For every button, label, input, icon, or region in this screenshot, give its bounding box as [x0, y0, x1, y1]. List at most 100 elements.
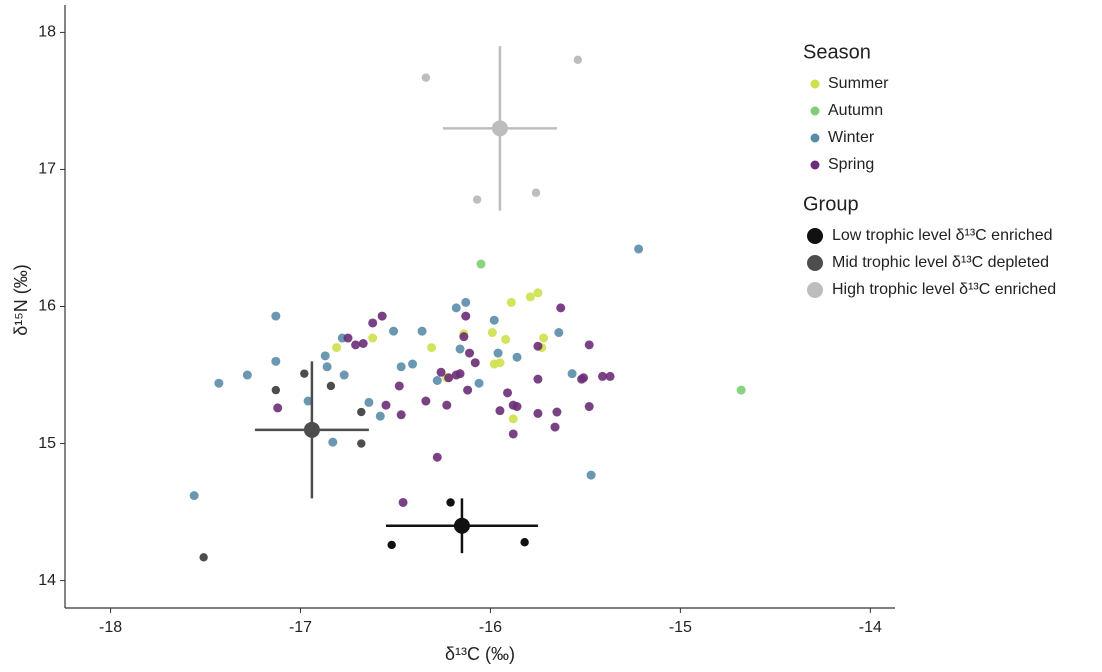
y-tick-label: 15 — [38, 435, 56, 452]
point — [470, 358, 480, 368]
point — [552, 407, 562, 417]
point — [554, 328, 564, 338]
point — [442, 400, 452, 410]
point — [303, 396, 313, 406]
point — [634, 244, 644, 254]
x-tick-label: -14 — [859, 619, 882, 636]
group-point — [271, 385, 281, 395]
point — [512, 402, 522, 412]
point — [465, 348, 475, 358]
group-point — [357, 439, 366, 448]
point — [584, 402, 594, 412]
point — [451, 303, 461, 313]
point — [377, 311, 387, 321]
group-point — [387, 540, 396, 550]
point — [455, 369, 465, 379]
legend-label: Summer — [828, 75, 889, 92]
legend-marker — [810, 106, 820, 116]
point — [381, 400, 391, 410]
point — [459, 332, 469, 342]
point — [375, 411, 385, 421]
point — [495, 406, 505, 416]
point — [487, 328, 497, 338]
point — [351, 340, 361, 350]
point — [556, 303, 566, 313]
point — [508, 414, 518, 424]
point — [598, 371, 608, 381]
legend-label: Spring — [828, 156, 874, 173]
y-tick-label: 17 — [38, 161, 56, 178]
point — [271, 356, 281, 366]
legend-marker — [807, 282, 823, 298]
point — [328, 437, 338, 447]
group-point — [472, 195, 482, 204]
point — [586, 470, 596, 480]
legend-label: Mid trophic level δ¹³C depleted — [832, 254, 1049, 271]
point — [503, 388, 513, 398]
point — [506, 297, 516, 307]
point — [432, 376, 442, 386]
point — [461, 311, 471, 321]
point — [736, 385, 746, 395]
point — [427, 343, 437, 353]
x-axis-title: δ¹³C (‰) — [445, 644, 515, 664]
legend-label: Autumn — [828, 102, 883, 119]
legend-marker — [807, 228, 823, 244]
point — [489, 315, 499, 325]
y-axis-title: δ¹⁵N (‰) — [11, 264, 31, 335]
y-tick-label: 18 — [38, 24, 56, 41]
point — [421, 396, 431, 406]
point — [474, 378, 484, 388]
point — [605, 371, 615, 381]
x-tick-label: -17 — [289, 619, 312, 636]
legend-marker — [810, 79, 820, 89]
point — [533, 288, 543, 298]
point — [525, 292, 535, 302]
point — [189, 491, 199, 501]
point — [394, 381, 404, 391]
legend-label: High trophic level δ¹³C enriched — [832, 281, 1056, 298]
point — [461, 297, 471, 307]
point — [368, 333, 378, 343]
point — [396, 362, 406, 372]
group-point — [357, 407, 366, 417]
point — [242, 370, 252, 380]
point — [332, 343, 342, 353]
point — [389, 326, 399, 336]
point — [320, 351, 330, 361]
point — [533, 341, 543, 351]
point — [408, 359, 418, 369]
point — [436, 367, 446, 377]
point — [358, 339, 368, 349]
legend-title: Season — [803, 41, 871, 63]
legend-marker — [807, 255, 823, 271]
point — [396, 410, 406, 420]
point — [343, 333, 353, 343]
x-tick-label: -15 — [669, 619, 692, 636]
y-tick-label: 16 — [38, 298, 56, 315]
group-point — [573, 55, 583, 65]
point — [501, 334, 511, 344]
point — [339, 370, 349, 380]
point — [432, 452, 442, 462]
point — [508, 429, 518, 439]
point — [567, 369, 577, 379]
legend-title: Group — [803, 193, 859, 215]
point — [398, 497, 408, 507]
point — [476, 259, 486, 269]
point — [417, 326, 427, 336]
point — [533, 408, 543, 418]
group-point — [421, 73, 431, 82]
group-point — [520, 538, 529, 547]
point — [368, 318, 378, 328]
group-point — [326, 381, 336, 391]
point — [271, 311, 281, 321]
point — [584, 340, 594, 350]
point — [364, 397, 374, 407]
x-tick-label: -16 — [479, 619, 502, 636]
point — [579, 373, 589, 383]
group-point — [199, 553, 208, 562]
point — [550, 422, 560, 432]
point — [495, 358, 505, 368]
